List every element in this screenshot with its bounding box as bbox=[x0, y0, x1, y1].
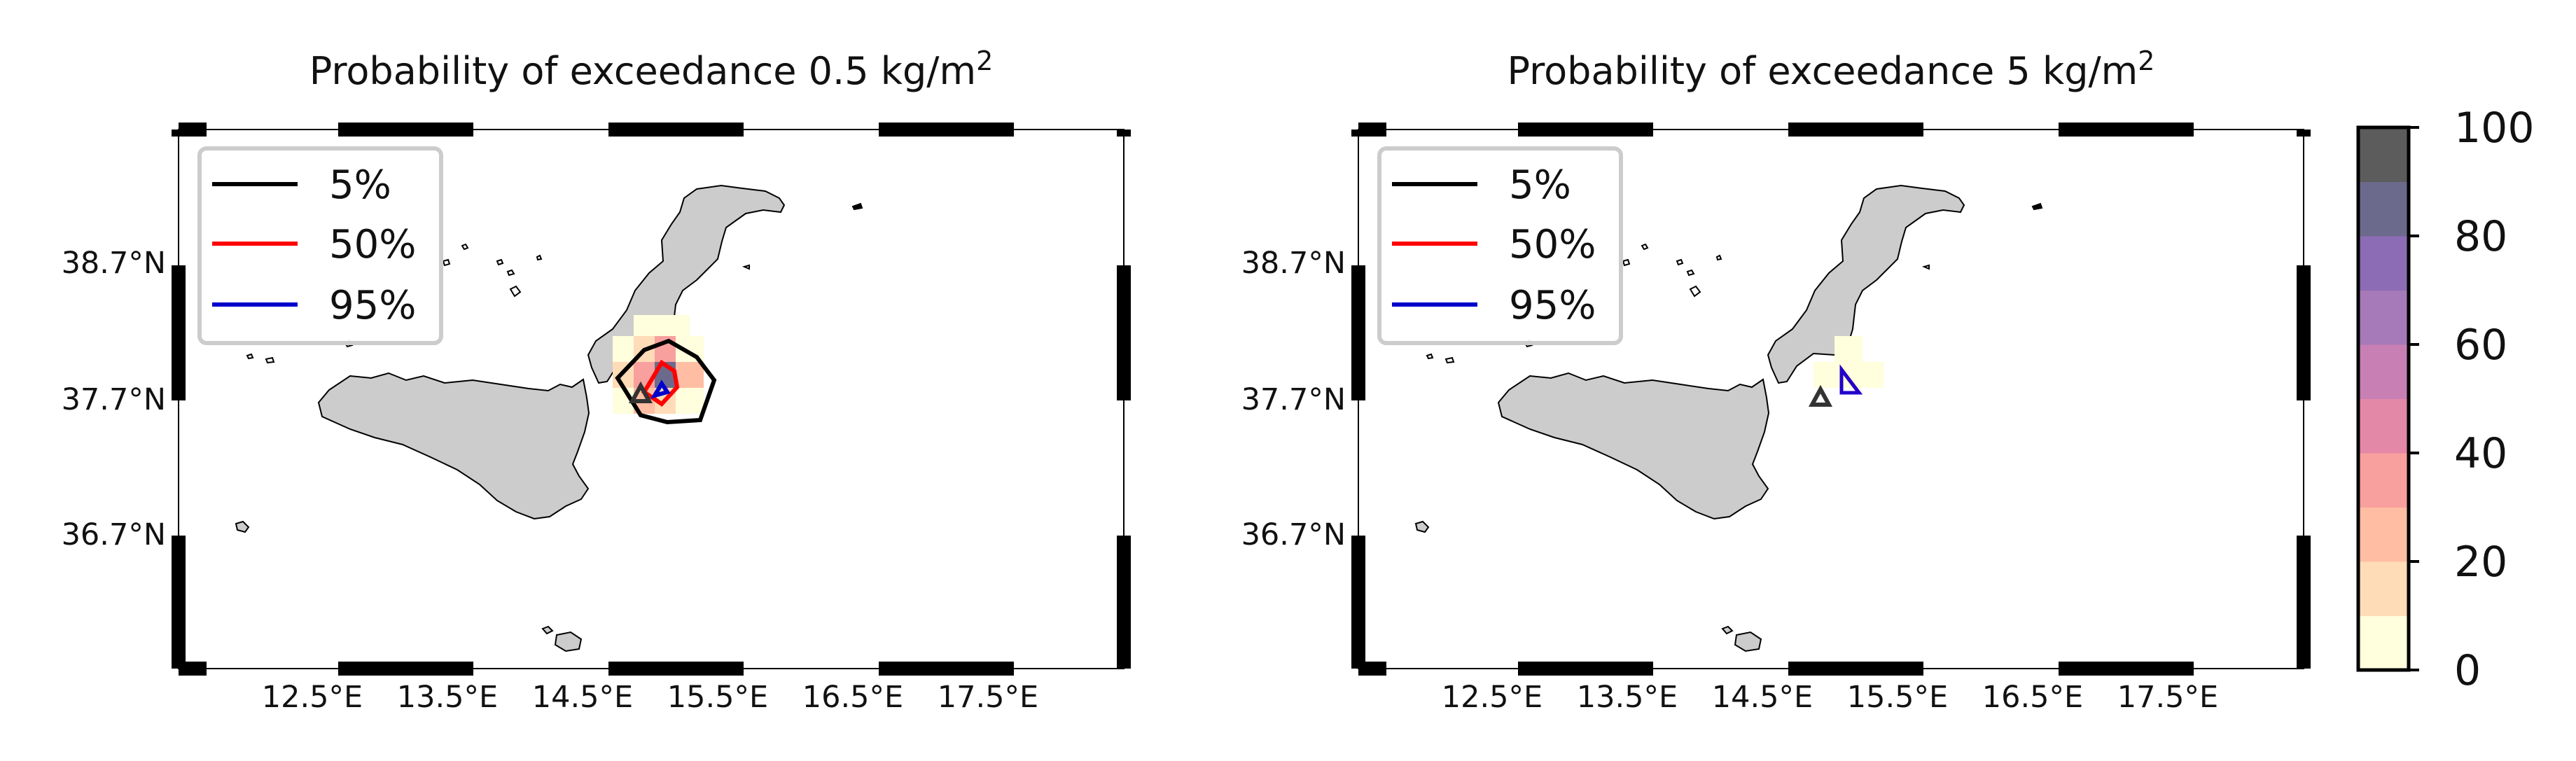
legend-label: 50% bbox=[1509, 222, 1596, 267]
colorbar-band bbox=[2358, 127, 2409, 182]
x-tick-labels: 12.5°E 13.5°E 14.5°E 15.5°E 16.5°E 17.5°… bbox=[262, 680, 1038, 715]
colorbar-band bbox=[2358, 236, 2409, 291]
map-border bbox=[172, 123, 1131, 676]
y-tick: 38.7°N bbox=[62, 246, 166, 281]
colorbar-band bbox=[2358, 398, 2409, 454]
x-tick: 12.5°E bbox=[262, 680, 363, 715]
y-tick: 38.7°N bbox=[1241, 246, 1346, 281]
x-tick: 13.5°E bbox=[1577, 680, 1678, 715]
legend: 5% 50% 95% bbox=[197, 146, 443, 345]
contour-5pct bbox=[615, 338, 717, 425]
y-tick: 37.7°N bbox=[1241, 382, 1346, 417]
y-tick-labels: 38.7°N 37.7°N 36.7°N bbox=[1241, 246, 1346, 552]
colorbar-band bbox=[2358, 290, 2409, 345]
map-panel-left: Probability of exceedance 0.5 kg/m2 bbox=[62, 46, 1131, 715]
colorbar-tick-label: 0 bbox=[2454, 646, 2481, 695]
panel-title: Probability of exceedance 5 kg/m2 bbox=[1508, 46, 2155, 93]
contour-95pct bbox=[1839, 364, 1863, 395]
legend: 5% 50% 95% bbox=[1377, 146, 1623, 345]
probability-cells bbox=[1813, 336, 1884, 388]
colorbar-band bbox=[2358, 561, 2409, 616]
colorbar-frame bbox=[2356, 125, 2411, 672]
legend-label: 95% bbox=[329, 283, 416, 328]
colorbar-tick-label: 100 bbox=[2454, 104, 2535, 153]
x-tick: 15.5°E bbox=[1847, 680, 1948, 715]
x-tick: 15.5°E bbox=[667, 680, 768, 715]
x-tick: 14.5°E bbox=[1712, 680, 1813, 715]
x-tick: 16.5°E bbox=[802, 680, 903, 715]
contour-50pct bbox=[641, 359, 680, 407]
colorbar-tick-label: 80 bbox=[2454, 212, 2507, 261]
colorbar-tick-label: 60 bbox=[2454, 321, 2507, 370]
panel-title: Probability of exceedance 0.5 kg/m2 bbox=[309, 46, 994, 93]
x-tick: 12.5°E bbox=[1442, 680, 1543, 715]
y-tick: 36.7°N bbox=[62, 517, 166, 552]
colorbar: 0 20 40 60 80 100 bbox=[2356, 104, 2535, 695]
legend-label: 50% bbox=[329, 222, 416, 267]
colorbar-band bbox=[2358, 344, 2409, 399]
volcano-triangle-icon bbox=[628, 381, 653, 403]
x-tick: 14.5°E bbox=[532, 680, 633, 715]
colorbar-band bbox=[2358, 507, 2409, 562]
colorbar-band bbox=[2358, 615, 2409, 671]
colorbar-band bbox=[2358, 453, 2409, 508]
colorbar-tick-label: 20 bbox=[2454, 538, 2507, 587]
legend-label: 5% bbox=[329, 162, 391, 208]
colorbar-tick-label: 40 bbox=[2454, 429, 2507, 478]
map-panel-right: Probability of exceedance 5 kg/m2 5% 50% bbox=[1241, 46, 2311, 715]
colorbar-bands bbox=[2358, 127, 2409, 671]
y-tick-labels: 38.7°N 37.7°N 36.7°N bbox=[62, 246, 166, 552]
y-tick: 37.7°N bbox=[62, 382, 166, 417]
contour-95pct bbox=[650, 379, 671, 399]
x-tick-labels: 12.5°E 13.5°E 14.5°E 15.5°E 16.5°E 17.5°… bbox=[1442, 680, 2218, 715]
x-tick: 16.5°E bbox=[1982, 680, 2083, 715]
volcano-triangle-icon bbox=[1808, 384, 1833, 407]
map-border bbox=[1351, 123, 2311, 676]
x-tick: 13.5°E bbox=[397, 680, 498, 715]
colorbar-ticks bbox=[2409, 126, 2419, 671]
legend-label: 5% bbox=[1509, 162, 1571, 208]
x-tick: 17.5°E bbox=[2117, 680, 2218, 715]
colorbar-band bbox=[2358, 181, 2409, 237]
x-tick: 17.5°E bbox=[938, 680, 1038, 715]
legend-label: 95% bbox=[1509, 283, 1596, 328]
y-tick: 36.7°N bbox=[1241, 517, 1346, 552]
